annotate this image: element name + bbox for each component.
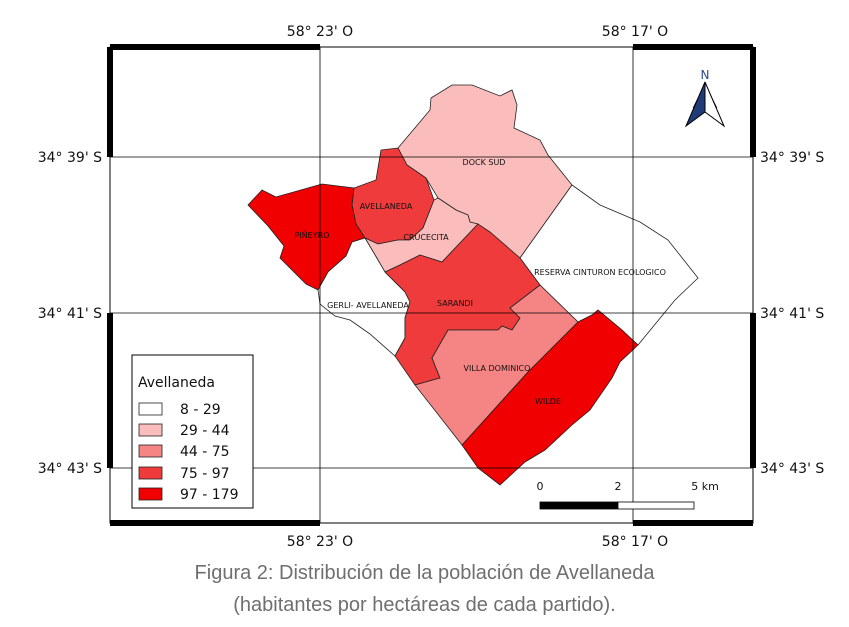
- figure-caption-line-2: (habitantes por hectáreas de cada partid…: [233, 594, 616, 616]
- label-dock-sud: DOCK SUD: [463, 158, 506, 167]
- coord-left-41: 34° 41' S: [38, 306, 102, 322]
- legend: Avellaneda 8 - 29 29 - 44 44 - 75 75 - 9…: [131, 354, 254, 509]
- legend-title: Avellaneda: [138, 375, 215, 391]
- districts: [247, 84, 699, 486]
- legend-swatch-1: [138, 402, 163, 416]
- legend-swatch-2: [138, 423, 163, 437]
- label-avellaneda: AVELLANEDA: [360, 202, 413, 211]
- label-crucecita: CRUCECITA: [403, 233, 449, 242]
- coord-bottom-right: 58° 17' O: [602, 534, 668, 550]
- graticule: [110, 47, 753, 523]
- coord-top-right: 58° 17' O: [602, 24, 668, 40]
- scale-label-5: 5 km: [691, 480, 719, 493]
- coord-left-39: 34° 39' S: [38, 150, 102, 166]
- frame-ticks: [107, 44, 756, 526]
- coord-left-43: 34° 43' S: [38, 461, 102, 477]
- north-arrow-icon: N: [684, 68, 726, 128]
- coord-top-left: 58° 23' O: [287, 24, 353, 40]
- coord-right-39: 34° 39' S: [760, 150, 824, 166]
- legend-label-2: 29 - 44: [180, 423, 230, 439]
- label-gerli: GERLI- AVELLANEDA: [327, 301, 409, 310]
- figure-caption-line-1: Figura 2: Distribución de la población d…: [194, 562, 655, 584]
- north-letter: N: [701, 68, 710, 82]
- legend-swatch-5: [138, 487, 163, 501]
- label-pineyro: PIÑEYRO: [295, 230, 330, 240]
- district-wilde: [461, 309, 639, 486]
- legend-swatch-3: [138, 444, 163, 458]
- label-villa-dominico: VILLA DOMINICO: [464, 364, 531, 373]
- legend-swatch-4: [138, 466, 163, 480]
- coord-right-41: 34° 41' S: [760, 306, 824, 322]
- label-sarandi: SARANDI: [437, 299, 473, 308]
- district-labels: DOCK SUD AVELLANEDA PIÑEYRO CRUCECITA RE…: [295, 158, 666, 406]
- scale-label-0: 0: [537, 480, 544, 493]
- scale-label-2: 2: [615, 480, 622, 493]
- legend-label-3: 44 - 75: [180, 444, 230, 460]
- legend-label-5: 97 - 179: [180, 487, 239, 503]
- label-reserva: RESERVA CINTURON ECOLOGICO: [534, 268, 666, 277]
- coord-bottom-left: 58° 23' O: [287, 534, 353, 550]
- map-figure: 58° 23' O 58° 17' O 58° 23' O 58° 17' O …: [38, 24, 825, 550]
- scale-bar: 0 2 5 km: [537, 480, 719, 510]
- coord-right-43: 34° 43' S: [760, 461, 824, 477]
- legend-label-1: 8 - 29: [180, 402, 221, 418]
- legend-label-4: 75 - 97: [180, 466, 230, 482]
- label-wilde: WILDE: [535, 397, 561, 406]
